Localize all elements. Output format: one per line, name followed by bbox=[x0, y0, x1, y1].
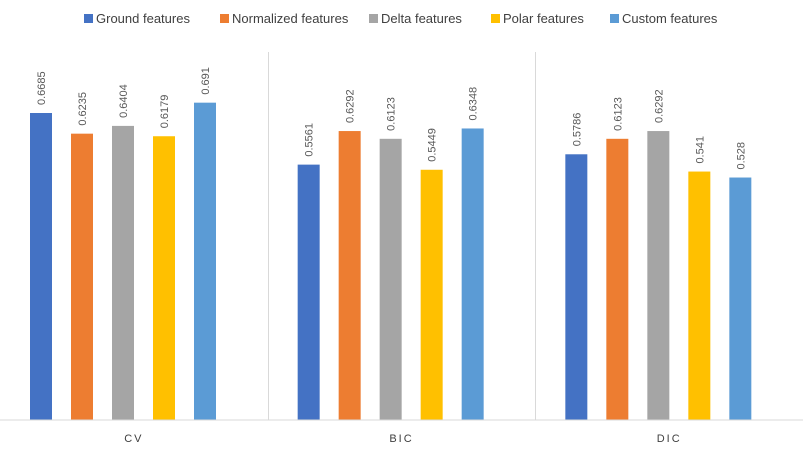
bar bbox=[112, 125, 134, 420]
data-label: 0.6292 bbox=[345, 89, 357, 123]
data-label: 0.6235 bbox=[77, 92, 89, 126]
data-label: 0.528 bbox=[735, 142, 747, 170]
data-label: 0.691 bbox=[200, 67, 212, 95]
data-label: 0.6292 bbox=[653, 89, 665, 123]
bar bbox=[420, 169, 443, 420]
legend: Ground features Normalized features Delta … bbox=[84, 11, 718, 26]
category-label: CV bbox=[124, 433, 143, 445]
bar bbox=[565, 154, 588, 421]
bar bbox=[71, 133, 93, 421]
bars bbox=[30, 102, 752, 421]
bar bbox=[379, 138, 402, 420]
legend-entry-label: Polar features bbox=[503, 11, 584, 26]
bar bbox=[729, 177, 752, 420]
legend-swatch bbox=[491, 14, 500, 23]
bar bbox=[194, 102, 216, 420]
legend-entry-label: Custom features bbox=[622, 11, 718, 26]
legend-swatch bbox=[84, 14, 93, 23]
bar bbox=[606, 138, 629, 420]
data-label: 0.5786 bbox=[571, 113, 583, 147]
data-label: 0.6685 bbox=[36, 71, 48, 105]
legend-swatch bbox=[220, 14, 229, 23]
category-labels: CV BIC DIC bbox=[124, 433, 682, 445]
bar bbox=[153, 136, 175, 420]
legend-swatch bbox=[369, 14, 378, 23]
data-label: 0.6123 bbox=[612, 97, 624, 131]
data-label: 0.6404 bbox=[118, 84, 130, 118]
bar bbox=[338, 131, 361, 420]
bar bbox=[30, 113, 52, 420]
data-label: 0.6179 bbox=[159, 95, 171, 129]
bar bbox=[461, 128, 484, 420]
legend-entry-label: Normalized features bbox=[232, 11, 349, 26]
data-label: 0.541 bbox=[694, 136, 706, 164]
bar bbox=[647, 131, 670, 420]
legend-swatch bbox=[610, 14, 619, 23]
data-label: 0.5449 bbox=[427, 128, 439, 162]
category-label: DIC bbox=[657, 433, 682, 445]
data-label: 0.6123 bbox=[386, 97, 398, 131]
bar bbox=[297, 164, 320, 420]
data-label: 0.6348 bbox=[468, 87, 480, 121]
data-label: 0.5561 bbox=[304, 123, 316, 157]
legend-entry-label: Ground features bbox=[96, 11, 190, 26]
category-separators bbox=[268, 52, 536, 420]
bar bbox=[688, 171, 711, 420]
data-labels: 0.6685 0.6235 0.6404 0.6179 0.691 0.5561 0.629… bbox=[36, 67, 747, 169]
legend-entry-label: Delta features bbox=[381, 11, 462, 26]
category-label: BIC bbox=[389, 433, 413, 445]
